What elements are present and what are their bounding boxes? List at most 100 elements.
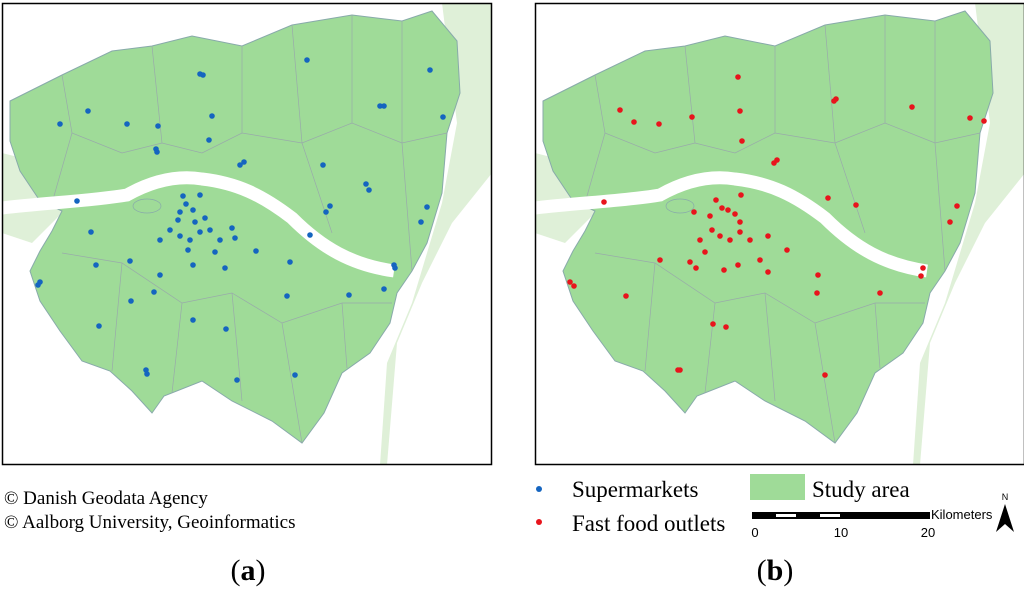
point (232, 235, 238, 241)
point (719, 205, 725, 211)
point (737, 229, 743, 235)
point (157, 237, 163, 243)
scale-unit: Kilometers (931, 507, 993, 522)
point (601, 199, 607, 205)
point (212, 249, 218, 255)
map-b (535, 3, 1024, 465)
panel-label-part: a (241, 554, 256, 587)
point (825, 195, 831, 201)
point (320, 162, 326, 168)
point (617, 107, 623, 113)
point (967, 115, 973, 121)
point (304, 57, 310, 63)
panel-label: (b) (757, 554, 794, 587)
point (57, 121, 63, 127)
point (877, 290, 883, 296)
legend-label: Study area (812, 477, 910, 502)
panel-label-part: ( (757, 554, 767, 587)
point (35, 282, 41, 288)
point (206, 137, 212, 143)
north-label: N (1002, 492, 1009, 502)
point (363, 181, 369, 187)
point (144, 371, 150, 377)
point (918, 273, 924, 279)
point (284, 293, 290, 299)
point (124, 121, 130, 127)
point (197, 192, 203, 198)
point (229, 225, 235, 231)
point (157, 272, 163, 278)
credit: © Aalborg University, Geoinformatics (4, 512, 295, 533)
point (710, 321, 716, 327)
point (709, 227, 715, 233)
credit: © Danish Geodata Agency (4, 488, 208, 509)
point (128, 298, 134, 304)
scale-bar: 0 10 20 Kilometers (751, 507, 993, 540)
point (765, 269, 771, 275)
scale-label: 20 (921, 525, 935, 540)
point (207, 227, 213, 233)
point (175, 217, 181, 223)
panel-label-part: b (767, 554, 784, 587)
point (909, 104, 915, 110)
point (693, 265, 699, 271)
point (656, 121, 662, 127)
supermarket-points (35, 57, 446, 383)
point (738, 192, 744, 198)
legend-symbol (536, 486, 542, 492)
point (366, 187, 372, 193)
point (675, 367, 681, 373)
point (723, 324, 729, 330)
point (739, 138, 745, 144)
point (784, 247, 790, 253)
point (657, 257, 663, 263)
point (93, 262, 99, 268)
point (392, 265, 398, 271)
point (567, 279, 573, 285)
point (180, 193, 186, 199)
point (571, 283, 577, 289)
point (717, 233, 723, 239)
scale-label: 0 (751, 525, 758, 540)
point (234, 377, 240, 383)
panel-label-part: ) (783, 554, 793, 587)
point (735, 74, 741, 80)
north-arrow: N (996, 492, 1014, 532)
point (954, 203, 960, 209)
point (691, 209, 697, 215)
point (177, 209, 183, 215)
point (346, 292, 352, 298)
point (96, 323, 102, 329)
point (765, 233, 771, 239)
panel-label-part: ) (256, 554, 266, 587)
point (307, 232, 313, 238)
point (687, 259, 693, 265)
point (217, 237, 223, 243)
point (155, 123, 161, 129)
point (735, 262, 741, 268)
panel-label: (a) (231, 554, 266, 587)
point (702, 249, 708, 255)
point (127, 258, 133, 264)
point (814, 290, 820, 296)
point (209, 113, 215, 119)
legend-label: Supermarkets (572, 477, 699, 502)
point (154, 149, 160, 155)
point (223, 326, 229, 332)
point (737, 219, 743, 225)
legend-symbol (536, 519, 542, 525)
point (323, 209, 329, 215)
point (418, 219, 424, 225)
point (287, 259, 293, 265)
point (187, 237, 193, 243)
point (981, 118, 987, 124)
point (725, 207, 731, 213)
point (327, 203, 333, 209)
point (197, 229, 203, 235)
point (253, 248, 259, 254)
point (707, 213, 713, 219)
point (177, 233, 183, 239)
point (85, 108, 91, 114)
point (920, 265, 926, 271)
